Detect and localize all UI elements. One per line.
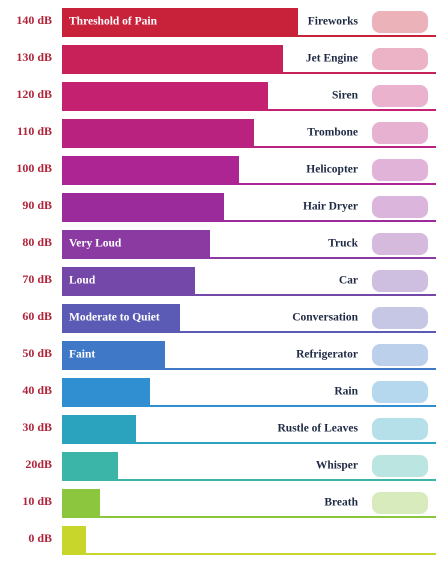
icon xyxy=(372,11,428,33)
baseline xyxy=(62,368,436,370)
bar xyxy=(62,489,100,516)
icon xyxy=(372,233,428,255)
source-label: Car xyxy=(339,275,358,287)
baseline xyxy=(62,479,436,481)
icon xyxy=(372,492,428,514)
row: 50 dB Faint Refrigerator xyxy=(22,341,436,370)
source-label: Jet Engine xyxy=(306,53,358,65)
icon xyxy=(372,307,428,329)
icon xyxy=(372,455,428,477)
icon xyxy=(372,381,428,403)
source-label: Rustle of Leaves xyxy=(278,423,359,435)
icon xyxy=(372,418,428,440)
bar xyxy=(62,452,118,479)
decibel-scale: 140 dB Threshold of Pain Fireworks 130 dB Je… xyxy=(0,0,440,556)
baseline xyxy=(62,331,436,333)
source-label: Truck xyxy=(328,238,358,250)
baseline xyxy=(62,516,436,518)
row: 20dB Whisper xyxy=(25,452,436,481)
row: 60 dB Moderate to Quiet Conversation xyxy=(22,304,436,333)
bar-label: Very Loud xyxy=(69,238,122,250)
row: 120 dB Siren xyxy=(16,82,436,111)
row: 90 dB Hair Dryer xyxy=(22,193,436,222)
level-label: 50 dB xyxy=(22,346,52,360)
row: 80 dB Very Loud Truck xyxy=(22,230,436,259)
baseline xyxy=(62,146,436,148)
bar-label: Threshold of Pain xyxy=(69,16,158,28)
baseline xyxy=(62,405,436,407)
row: 0 dB xyxy=(28,526,436,555)
baseline xyxy=(62,72,436,74)
row: 30 dB Rustle of Leaves xyxy=(22,415,436,444)
source-label: Whisper xyxy=(316,460,358,472)
baseline xyxy=(62,35,436,37)
icon xyxy=(372,270,428,292)
level-label: 90 dB xyxy=(22,198,52,212)
row: 140 dB Threshold of Pain Fireworks xyxy=(16,8,436,37)
baseline xyxy=(62,220,436,222)
baseline xyxy=(62,183,436,185)
source-label: Fireworks xyxy=(308,16,359,28)
level-label: 40 dB xyxy=(22,383,52,397)
baseline xyxy=(62,553,436,555)
baseline xyxy=(62,257,436,259)
level-label: 110 dB xyxy=(17,124,52,138)
bar-label: Loud xyxy=(69,275,96,287)
source-label: Siren xyxy=(332,90,359,102)
bar xyxy=(62,45,283,72)
icon xyxy=(372,159,428,181)
row: 10 dB Breath xyxy=(22,489,436,518)
bar-label: Moderate to Quiet xyxy=(69,312,160,324)
source-label: Helicopter xyxy=(306,164,358,176)
source-label: Trombone xyxy=(307,127,358,139)
bar xyxy=(62,193,224,220)
icon xyxy=(372,196,428,218)
level-label: 60 dB xyxy=(22,309,52,323)
source-label: Refrigerator xyxy=(296,349,358,361)
row: 130 dB Jet Engine xyxy=(16,45,436,74)
icon xyxy=(372,48,428,70)
bar-label: Faint xyxy=(69,349,95,361)
level-label: 80 dB xyxy=(22,235,52,249)
source-label: Conversation xyxy=(292,312,358,324)
icon xyxy=(372,344,428,366)
row: 100 dB Helicopter xyxy=(16,156,436,185)
level-label: 10 dB xyxy=(22,494,52,508)
bar xyxy=(62,526,86,553)
row: 70 dB Loud Car xyxy=(22,267,436,296)
row: 110 dB Trombone xyxy=(17,119,436,148)
level-label: 30 dB xyxy=(22,420,52,434)
level-label: 100 dB xyxy=(16,161,52,175)
baseline xyxy=(62,442,436,444)
level-label: 0 dB xyxy=(28,531,52,545)
source-label: Rain xyxy=(334,386,358,398)
level-label: 120 dB xyxy=(16,87,52,101)
bar xyxy=(62,415,136,442)
source-label: Hair Dryer xyxy=(303,201,358,213)
level-label: 70 dB xyxy=(22,272,52,286)
level-label: 20dB xyxy=(25,457,52,471)
level-label: 140 dB xyxy=(16,13,52,27)
source-label: Breath xyxy=(324,497,358,509)
level-label: 130 dB xyxy=(16,50,52,64)
row: 40 dB Rain xyxy=(22,378,436,407)
icon xyxy=(372,122,428,144)
baseline xyxy=(62,294,436,296)
baseline xyxy=(62,109,436,111)
bar xyxy=(62,156,239,183)
bar xyxy=(62,119,254,146)
bar xyxy=(62,82,268,109)
icon xyxy=(372,85,428,107)
bar xyxy=(62,378,150,405)
